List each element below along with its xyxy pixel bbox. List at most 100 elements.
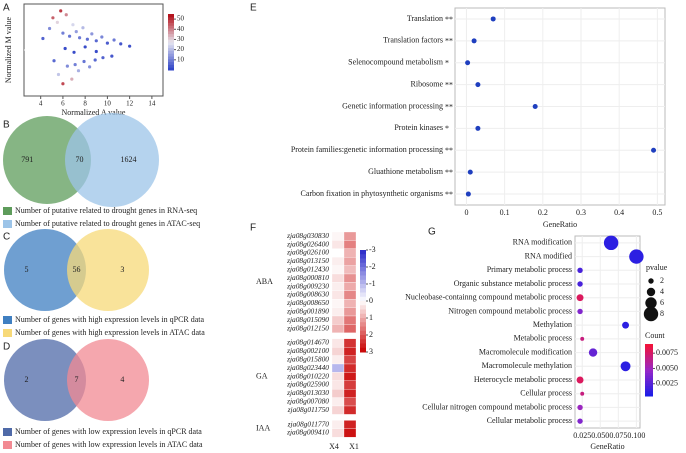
heat-cell	[331, 299, 345, 308]
colorbar-segment	[645, 359, 653, 363]
category-label: Selenocompound metabolism	[348, 58, 444, 67]
group-label: ABA	[256, 277, 273, 286]
point	[61, 31, 65, 35]
bubble	[580, 336, 585, 341]
gene-label: zja08g007080	[286, 397, 329, 406]
panel-label: F	[250, 223, 256, 234]
panel-label: D	[3, 342, 10, 353]
colorbar-segment	[360, 305, 366, 310]
bubble	[577, 267, 583, 273]
category-label: Genetic information processing	[342, 101, 443, 110]
point	[51, 16, 55, 20]
colorbar-segment	[645, 375, 653, 379]
point	[94, 39, 98, 43]
point	[64, 13, 68, 17]
colorbar-segment	[645, 383, 653, 387]
dot	[475, 125, 481, 131]
colorbar-segment	[168, 61, 174, 65]
category-label: RNA modification	[513, 238, 572, 247]
heat-cell	[331, 420, 345, 429]
point	[52, 59, 56, 63]
colorbar-segment	[360, 250, 366, 255]
gene-label: zja08g001890	[286, 307, 329, 316]
legend-swatch	[3, 220, 12, 228]
venn-circle	[4, 339, 86, 421]
bubble	[577, 418, 583, 424]
significance: **	[445, 190, 453, 199]
colorbar-segment	[645, 388, 653, 392]
colorbar-segment	[168, 47, 174, 51]
size-legend-dot	[646, 287, 656, 297]
gene-label: zja08g025900	[286, 380, 329, 389]
colorbar-segment	[360, 313, 366, 319]
legend-label: Number of genes with low expression leve…	[15, 427, 202, 436]
legend-swatch	[3, 428, 12, 436]
legend-swatch	[3, 329, 12, 337]
colorbar-segment	[645, 362, 653, 366]
heat-cell	[343, 231, 357, 241]
size-legend-label: 4	[660, 287, 664, 296]
heat-cell	[331, 397, 345, 407]
bubble	[629, 249, 644, 264]
heat-cell	[343, 315, 357, 325]
point	[72, 50, 76, 54]
colorbar-segment	[360, 301, 366, 306]
plot-area	[574, 235, 641, 429]
panel-label: B	[3, 120, 10, 131]
heat-cell	[343, 273, 357, 283]
colorbar-label: -1	[369, 279, 376, 288]
gene-label: zja08g015800	[286, 355, 329, 364]
significance: *	[445, 59, 449, 68]
point	[83, 45, 87, 49]
bubble	[577, 308, 583, 315]
category-label: Ribosome	[411, 79, 444, 88]
colorbar-segment	[645, 372, 653, 376]
x-axis-title: Normalized A value	[62, 108, 126, 117]
x-tick-label: 14	[148, 100, 156, 108]
gene-label: zja08g000810	[286, 273, 329, 282]
colorbar-segment	[645, 367, 653, 371]
group-label: IAA	[256, 424, 270, 433]
x-tick-label: 12	[126, 100, 134, 108]
dot	[490, 16, 496, 22]
category-label: Heterocycle metabolic process	[474, 375, 572, 384]
heat-cell	[343, 338, 357, 348]
point	[85, 37, 89, 41]
size-legend-dot	[645, 297, 657, 309]
colorbar-segment	[645, 390, 653, 394]
gene-label: zja08g008630	[286, 290, 329, 299]
heat-cell	[331, 257, 345, 266]
colorbar-segment	[645, 349, 653, 353]
colorbar-label: 0.0050	[656, 363, 678, 372]
bubble	[576, 376, 584, 384]
legend-label: Number of putative related to drought ge…	[15, 206, 197, 215]
legend-label: Number of putative related to drought ge…	[15, 219, 200, 228]
heat-cell	[331, 265, 345, 275]
point	[55, 20, 59, 24]
colorbar-label: -3	[369, 245, 376, 254]
panel-label: A	[3, 3, 10, 14]
gene-label: zja08g009410	[286, 428, 329, 437]
dot	[465, 60, 471, 66]
x-tick-label: 10	[104, 100, 112, 108]
colorbar-segment	[645, 377, 653, 381]
bubble	[576, 294, 584, 302]
colorbar-segment	[360, 347, 366, 353]
venn-count: 1624	[120, 155, 136, 164]
significance: **	[445, 37, 453, 46]
bubble	[620, 361, 631, 372]
gene-label: zja08g010220	[286, 371, 329, 380]
colorbar-segment	[360, 275, 366, 281]
colorbar-label: -2	[369, 262, 376, 271]
category-label: Nitrogen compound metabolic process	[448, 306, 572, 315]
colorbar-segment	[360, 267, 366, 272]
category-label: Translation	[407, 14, 443, 23]
heat-cell	[343, 380, 357, 390]
color-legend-title: Count	[645, 331, 665, 340]
dot	[467, 169, 473, 175]
significance: **	[445, 102, 453, 111]
colorbar-segment	[168, 50, 174, 54]
category-label: Metabolic process	[514, 334, 572, 343]
colorbar-segment	[168, 56, 174, 60]
colorbar-segment	[168, 16, 174, 21]
